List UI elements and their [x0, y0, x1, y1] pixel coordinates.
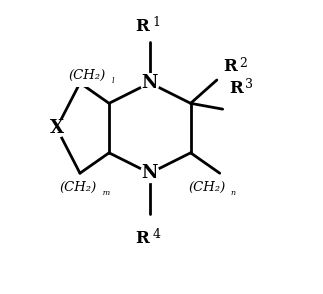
Text: R: R: [229, 80, 243, 97]
Text: (CH₂): (CH₂): [188, 181, 225, 194]
FancyBboxPatch shape: [62, 64, 113, 87]
Text: ₗ: ₗ: [111, 73, 114, 86]
Circle shape: [47, 119, 66, 137]
Text: X: X: [50, 119, 64, 137]
Circle shape: [141, 74, 159, 92]
Text: 2: 2: [240, 57, 247, 70]
Text: N: N: [141, 74, 158, 92]
Text: ₙ: ₙ: [231, 185, 236, 198]
Text: R: R: [136, 18, 150, 35]
FancyBboxPatch shape: [181, 176, 232, 199]
Text: 4: 4: [152, 228, 160, 241]
Text: 3: 3: [245, 78, 253, 91]
Text: ₘ: ₘ: [102, 185, 110, 198]
Text: (CH₂): (CH₂): [60, 181, 97, 194]
Text: R: R: [223, 59, 237, 76]
FancyBboxPatch shape: [53, 176, 104, 199]
Text: N: N: [141, 164, 158, 182]
Circle shape: [141, 164, 159, 183]
Text: R: R: [136, 230, 150, 247]
Text: 1: 1: [152, 16, 160, 29]
Text: (CH₂): (CH₂): [68, 69, 106, 82]
